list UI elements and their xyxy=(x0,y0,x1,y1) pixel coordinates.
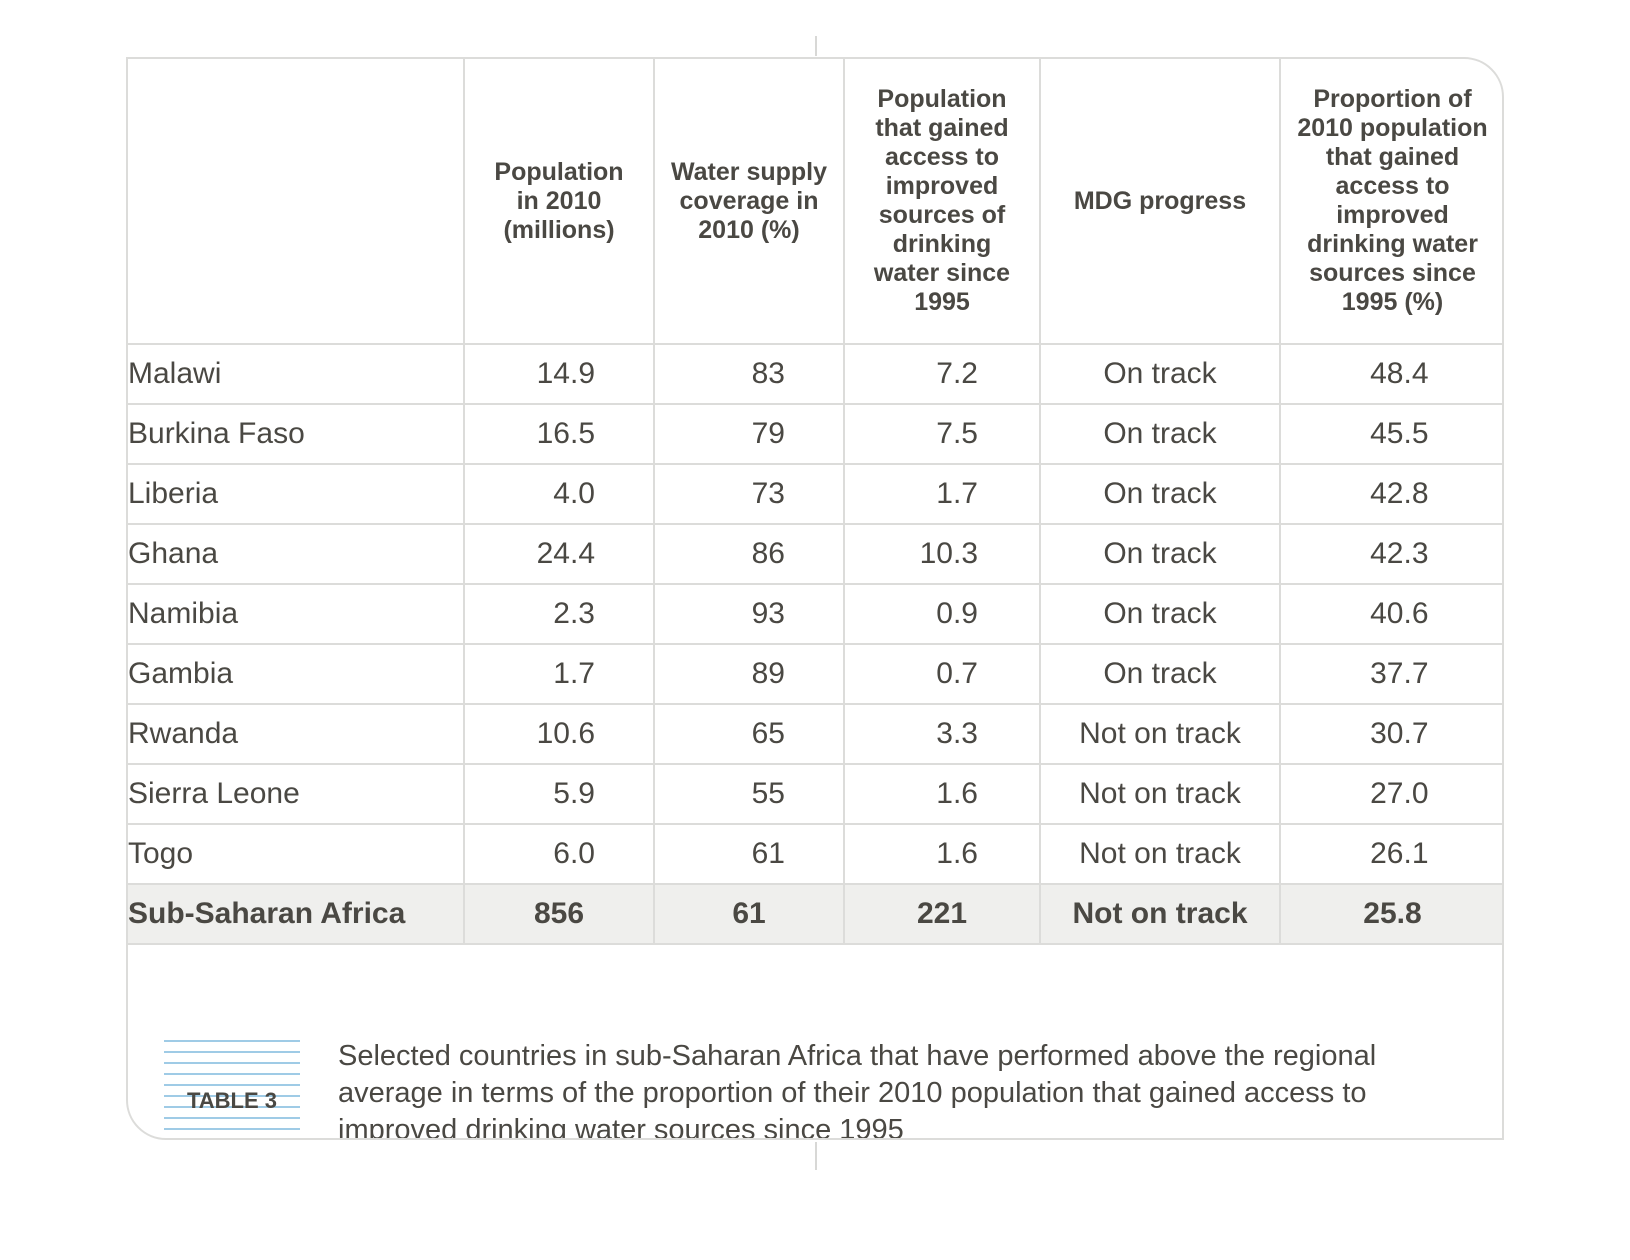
coverage-cell: 93 xyxy=(654,584,845,645)
country-cell: Gambia xyxy=(128,644,465,705)
coverage-cell: 79 xyxy=(654,404,845,465)
table-row: Sierra Leone 5.9 55 1.6 Not on track 27.… xyxy=(128,764,1502,825)
population-cell: 1.7 xyxy=(464,644,655,705)
table-row: Burkina Faso 16.5 79 7.5 On track 45.5 xyxy=(128,404,1502,465)
coverage-cell: 65 xyxy=(654,704,845,765)
top-fold-mark xyxy=(815,36,817,56)
proportion-cell: 40.6 xyxy=(1280,584,1502,645)
table-row: Rwanda 10.6 65 3.3 Not on track 30.7 xyxy=(128,704,1502,765)
header-mdg: MDG progress xyxy=(1040,59,1281,345)
gained-cell: 1.7 xyxy=(844,464,1041,525)
population-cell: 4.0 xyxy=(464,464,655,525)
mdg-cell: Not on track xyxy=(1040,824,1281,885)
proportion-cell: 45.5 xyxy=(1280,404,1502,465)
population-cell: 6.0 xyxy=(464,824,655,885)
population-cell: 24.4 xyxy=(464,524,655,585)
table-card: Population in 2010 (millions) Water supp… xyxy=(126,57,1504,1140)
country-cell: Malawi xyxy=(128,344,465,405)
country-cell: Togo xyxy=(128,824,465,885)
table-row: Liberia 4.0 73 1.7 On track 42.8 xyxy=(128,464,1502,525)
table-number-badge: TABLE 3 xyxy=(164,1040,300,1138)
gained-cell: 7.5 xyxy=(844,404,1041,465)
population-cell: 5.9 xyxy=(464,764,655,825)
population-cell: 2.3 xyxy=(464,584,655,645)
proportion-cell: 42.8 xyxy=(1280,464,1502,525)
gained-cell: 1.6 xyxy=(844,824,1041,885)
caption-text: Selected countries in sub-Saharan Africa… xyxy=(338,1040,1377,1140)
table-number-label: TABLE 3 xyxy=(164,1088,300,1114)
coverage-cell: 55 xyxy=(654,764,845,825)
coverage-cell: 61 xyxy=(654,824,845,885)
mdg-cell: Not on track xyxy=(1040,764,1281,825)
bottom-fold-mark xyxy=(815,1142,817,1170)
header-coverage: Water supply coverage in 2010 (%) xyxy=(654,59,845,345)
total-country-cell: Sub-Saharan Africa xyxy=(128,884,465,945)
mdg-cell: On track xyxy=(1040,644,1281,705)
total-population-cell: 856 xyxy=(464,884,655,945)
gained-cell: 3.3 xyxy=(844,704,1041,765)
total-gained-cell: 221 xyxy=(844,884,1041,945)
country-cell: Rwanda xyxy=(128,704,465,765)
table-row: Togo 6.0 61 1.6 Not on track 26.1 xyxy=(128,824,1502,885)
mdg-cell: On track xyxy=(1040,584,1281,645)
header-row: Population in 2010 (millions) Water supp… xyxy=(128,59,1502,345)
coverage-cell: 83 xyxy=(654,344,845,405)
header-population: Population in 2010 (millions) xyxy=(464,59,655,345)
gained-cell: 1.6 xyxy=(844,764,1041,825)
country-cell: Sierra Leone xyxy=(128,764,465,825)
table-row: Gambia 1.7 89 0.7 On track 37.7 xyxy=(128,644,1502,705)
mdg-cell: On track xyxy=(1040,404,1281,465)
mdg-cell: On track xyxy=(1040,344,1281,405)
table-body: Malawi 14.9 83 7.2 On track 48.4 Burkina… xyxy=(128,344,1502,945)
country-cell: Ghana xyxy=(128,524,465,585)
total-proportion-cell: 25.8 xyxy=(1280,884,1502,945)
mdg-cell: Not on track xyxy=(1040,704,1281,765)
header-country xyxy=(128,59,465,345)
data-table: Population in 2010 (millions) Water supp… xyxy=(128,59,1502,945)
country-cell: Burkina Faso xyxy=(128,404,465,465)
header-gained: Population that gained access to improve… xyxy=(844,59,1041,345)
country-cell: Namibia xyxy=(128,584,465,645)
table-row: Malawi 14.9 83 7.2 On track 48.4 xyxy=(128,344,1502,405)
proportion-cell: 26.1 xyxy=(1280,824,1502,885)
table-row: Ghana 24.4 86 10.3 On track 42.3 xyxy=(128,524,1502,585)
gained-cell: 7.2 xyxy=(844,344,1041,405)
proportion-cell: 37.7 xyxy=(1280,644,1502,705)
total-coverage-cell: 61 xyxy=(654,884,845,945)
coverage-cell: 86 xyxy=(654,524,845,585)
population-cell: 16.5 xyxy=(464,404,655,465)
proportion-cell: 42.3 xyxy=(1280,524,1502,585)
total-row: Sub-Saharan Africa 856 61 221 Not on tra… xyxy=(128,884,1502,945)
table-caption: TABLE 3 Selected countries in sub-Sahara… xyxy=(128,1004,1502,1140)
population-cell: 10.6 xyxy=(464,704,655,765)
proportion-cell: 27.0 xyxy=(1280,764,1502,825)
population-cell: 14.9 xyxy=(464,344,655,405)
coverage-cell: 73 xyxy=(654,464,845,525)
gained-cell: 10.3 xyxy=(844,524,1041,585)
gained-cell: 0.9 xyxy=(844,584,1041,645)
total-mdg-cell: Not on track xyxy=(1040,884,1281,945)
proportion-cell: 48.4 xyxy=(1280,344,1502,405)
mdg-cell: On track xyxy=(1040,464,1281,525)
proportion-cell: 30.7 xyxy=(1280,704,1502,765)
gained-cell: 0.7 xyxy=(844,644,1041,705)
country-cell: Liberia xyxy=(128,464,465,525)
header-proportion: Proportion of 2010 population that gaine… xyxy=(1280,59,1502,345)
coverage-cell: 89 xyxy=(654,644,845,705)
mdg-cell: On track xyxy=(1040,524,1281,585)
table-row: Namibia 2.3 93 0.9 On track 40.6 xyxy=(128,584,1502,645)
